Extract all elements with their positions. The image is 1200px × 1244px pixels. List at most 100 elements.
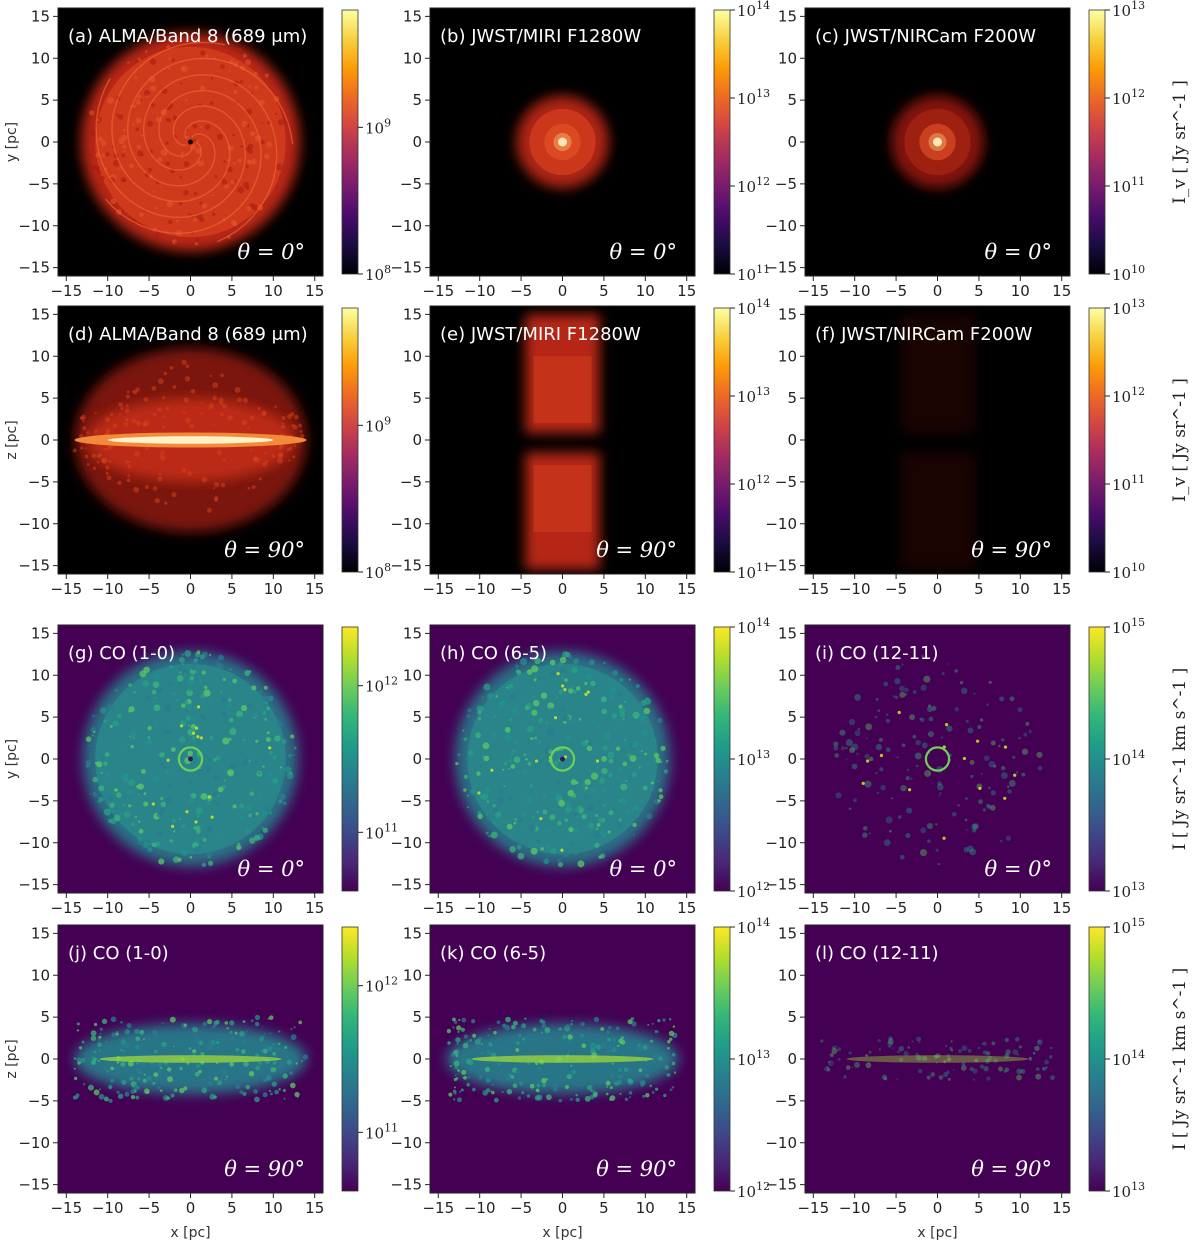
angle-label: θ = 0°: [610, 240, 677, 264]
panel-frame: [429, 305, 696, 575]
x-tick-label: −5: [885, 899, 907, 917]
emission-map: [820, 1036, 1055, 1081]
x-axis-label: x [pc]: [917, 1225, 957, 1241]
x-tick-label: 15: [305, 1199, 324, 1217]
angle-label: θ = 90°: [971, 1157, 1052, 1181]
y-tick-label: 15: [403, 924, 422, 942]
colorbar: [1088, 307, 1106, 573]
y-tick-label: −15: [765, 259, 797, 277]
y-tick-label: −15: [765, 557, 797, 575]
y-tick-label: 0: [412, 750, 422, 768]
x-tick-label: 5: [974, 899, 984, 917]
colorbar-tick-label: 109: [365, 414, 391, 435]
colorbar-tick-label: 1013: [1112, 880, 1145, 901]
panel-label: (b) JWST/MIRI F1280W: [440, 26, 641, 47]
panel-label: (a) ALMA/Band 8 (689 μm): [68, 26, 307, 47]
x-tick-label: 15: [1052, 899, 1071, 917]
x-tick-label: −5: [885, 580, 907, 598]
y-tick-label: −15: [390, 876, 422, 894]
x-tick-label: −10: [839, 1199, 871, 1217]
emission-map: [72, 1014, 308, 1103]
colorbar-tick-label: 1011: [365, 1121, 398, 1142]
colorbar-tick-label: 1012: [1112, 385, 1145, 406]
panel-label: (g) CO (1-0): [68, 643, 175, 664]
x-tick-label: −15: [797, 580, 829, 598]
y-tick-label: 10: [403, 666, 422, 684]
angle-label: θ = 0°: [238, 857, 305, 881]
x-tick-label: 10: [264, 1199, 283, 1217]
colorbar-tick-label: 1013: [1112, 0, 1145, 20]
colorbar-tick-label: 1012: [365, 975, 398, 996]
colorbar: [341, 626, 359, 892]
panel-label: (c) JWST/NIRCam F200W: [815, 26, 1036, 47]
colorbar-tick-label: 1010: [1112, 263, 1145, 284]
emission-map: [833, 654, 1043, 866]
x-tick-label: 0: [558, 282, 568, 300]
colorbar: [713, 926, 731, 1192]
x-tick-label: 0: [186, 899, 196, 917]
y-axis-label: y [pc]: [4, 739, 20, 779]
x-tick-label: −10: [92, 580, 124, 598]
y-tick-label: 10: [31, 966, 50, 984]
x-tick-label: −5: [885, 282, 907, 300]
panel-b: −15 −10 −5 0 5 10 15 −15 −10 −5 0 5 10 15 (b) JWST/MIR…: [390, 0, 770, 300]
x-tick-label: −5: [510, 580, 532, 598]
y-tick-label: 5: [412, 708, 422, 726]
y-tick-label: 15: [778, 305, 797, 323]
angle-label: θ = 90°: [596, 538, 677, 562]
emission-map: [900, 314, 975, 570]
colorbar-tick-label: 1010: [1112, 561, 1145, 582]
y-tick-label: 0: [40, 133, 50, 151]
panel-k: −15 −10 −5 0 5 10 15 −15 −10 −5 0 5 10 15 (k) CO (6-5)…: [390, 916, 770, 1241]
emission-map: [72, 347, 307, 533]
y-tick-label: 10: [778, 666, 797, 684]
x-tick-label: −10: [839, 899, 871, 917]
x-tick-label: 5: [227, 282, 237, 300]
colorbar-tick-label: 108: [365, 263, 391, 284]
colorbar: [713, 626, 731, 892]
y-tick-label: 15: [31, 624, 50, 642]
x-tick-label: −10: [464, 282, 496, 300]
y-tick-label: −5: [775, 175, 797, 193]
y-tick-label: −10: [390, 834, 422, 852]
panel-frame: [57, 624, 324, 894]
x-tick-label: 10: [636, 1199, 655, 1217]
x-tick-label: 0: [558, 580, 568, 598]
y-tick-label: −5: [400, 175, 422, 193]
panel-f: −15 −10 −5 0 5 10 15 −15 −10 −5 0 5 10 15 (f) JWST/NIR…: [765, 297, 1190, 598]
colorbar-tick-label: 1011: [1112, 473, 1145, 494]
y-tick-label: −10: [390, 1134, 422, 1152]
colorbar-tick-label: 1012: [737, 880, 770, 901]
x-tick-label: −5: [510, 899, 532, 917]
y-tick-label: 15: [778, 924, 797, 942]
y-tick-label: 5: [412, 91, 422, 109]
panel-label: (f) JWST/NIRCam F200W: [815, 324, 1033, 345]
x-tick-label: 0: [558, 1199, 568, 1217]
y-tick-label: 15: [31, 7, 50, 25]
panel-frame: [429, 924, 696, 1194]
y-tick-label: 5: [787, 708, 797, 726]
y-tick-label: −5: [28, 1092, 50, 1110]
x-tick-label: −5: [138, 899, 160, 917]
angle-label: θ = 0°: [985, 240, 1052, 264]
x-tick-label: −10: [464, 899, 496, 917]
x-tick-label: −10: [92, 899, 124, 917]
y-tick-label: 10: [403, 49, 422, 67]
y-tick-label: 5: [40, 708, 50, 726]
colorbar-tick-label: 1013: [1112, 1180, 1145, 1201]
emission-map: [446, 1016, 679, 1103]
colorbar-tick-label: 1011: [365, 821, 398, 842]
y-tick-label: 5: [40, 1008, 50, 1026]
y-tick-label: 0: [412, 133, 422, 151]
colorbar-tick-label: 1011: [1112, 175, 1145, 196]
colorbar-tick-label: 1013: [737, 1048, 770, 1069]
colorbar-unit-label: I [ Jy sr^-1 km s^-1 ]: [1170, 968, 1190, 1150]
x-tick-label: −5: [885, 1199, 907, 1217]
colorbar-tick-label: 1011: [737, 263, 770, 284]
panel-label: (j) CO (1-0): [68, 943, 169, 964]
colorbar-tick-label: 1013: [737, 748, 770, 769]
y-tick-label: −15: [765, 1176, 797, 1194]
y-tick-label: 10: [778, 49, 797, 67]
x-tick-label: −5: [138, 282, 160, 300]
emission-map: [516, 95, 609, 189]
